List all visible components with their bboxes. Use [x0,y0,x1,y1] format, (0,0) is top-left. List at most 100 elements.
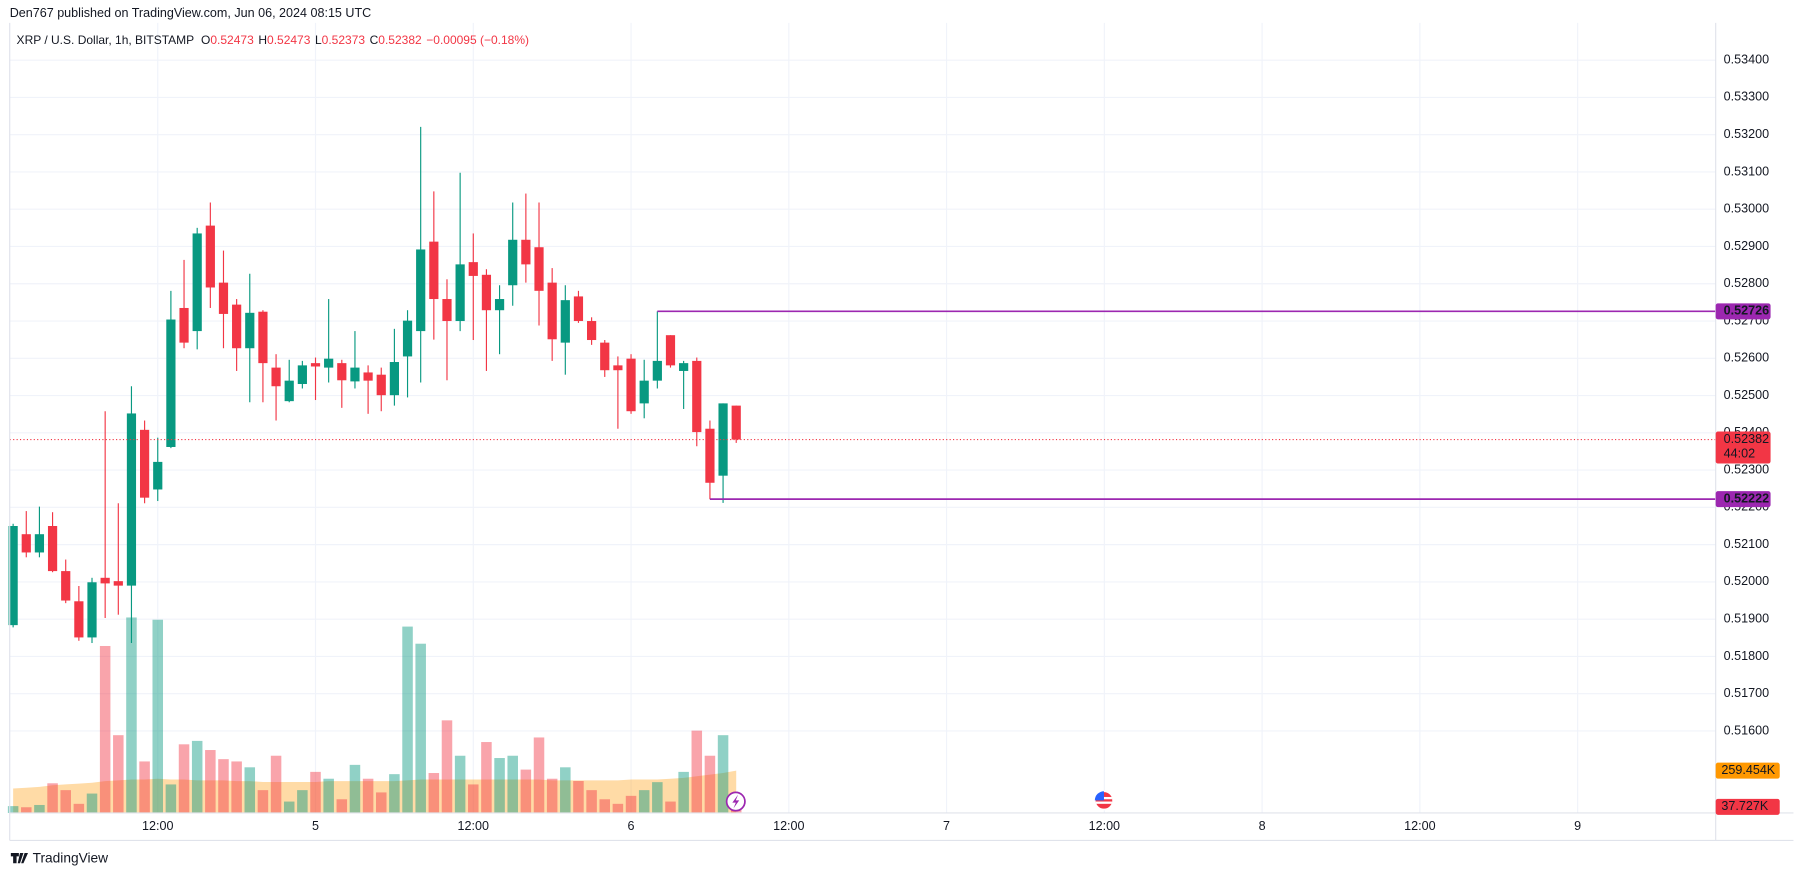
legend-value: 0.52473 [267,33,311,47]
candle-body [337,363,347,381]
candle-body [665,335,676,366]
volume-bar [349,764,361,813]
candle-body [47,525,58,572]
volume-bar [678,771,689,813]
volume-bar [560,767,571,813]
level-label: 0.52222 [1724,491,1769,505]
candle-body [74,601,84,638]
volume-bar [257,790,269,813]
candle-body [350,367,360,382]
candle-body [626,358,636,412]
x-tick-label: 12:00 [1089,819,1120,833]
candle-body [126,413,137,586]
x-tick-label: 9 [1574,819,1581,833]
y-tick-label: 0.52100 [1724,537,1769,551]
candle-body [21,534,31,553]
candle-body [324,358,334,368]
legend-value: 0.52382 [378,33,422,47]
volume-bar [665,801,676,813]
x-tick-label: 8 [1259,819,1266,833]
candle-body [389,362,399,396]
legend-key: H [258,33,267,47]
volume-bar [415,643,426,813]
volume-bar [362,778,374,813]
candle-body [376,374,386,396]
volume-label-box [1715,798,1780,815]
volume-label: 37.727K [1721,799,1768,813]
volume-label-box [1715,762,1780,779]
y-tick-label: 0.52300 [1724,462,1769,476]
volume-bar [507,755,518,813]
level-label: 0.52726 [1724,304,1769,318]
legend-key: C [370,33,379,47]
candle-body [297,365,307,385]
legend-key: O [201,33,210,47]
volume-label: 259.454K [1721,763,1775,777]
volume-bar [126,617,137,813]
candle-body [560,300,570,343]
candle-body [100,577,110,584]
candle-body [271,367,281,387]
candle-body [258,311,268,364]
volume-bar [441,720,453,813]
candle-body [245,312,255,349]
volume-bar [323,778,334,813]
volume-bar [205,750,216,813]
candle-body [402,320,413,357]
candle-body [494,299,505,311]
x-tick-label: 12:00 [773,819,804,833]
volume-bar [389,774,400,813]
volume-bar [717,735,729,813]
volume-bar [231,761,242,813]
volume-ma-area [13,770,737,813]
volume-bar [244,767,256,813]
volume-bar [599,799,611,813]
brand: TradingView [10,850,108,865]
candle-body [363,372,373,381]
y-tick-label: 0.53300 [1724,90,1769,104]
volume-bar [139,761,150,813]
candle-body [179,307,189,343]
y-tick-label: 0.52500 [1724,388,1769,402]
candle-body [547,282,557,340]
candle-body [508,239,518,286]
grid [9,22,1716,813]
candle-body [416,249,426,332]
candle-body [34,534,45,553]
volume-bar [468,784,479,813]
volume-bar [625,795,637,813]
volume-bar [73,803,85,813]
candle-body [468,262,478,276]
candle-body [139,429,150,498]
volume-bar [454,755,466,813]
volume-bar [165,784,177,813]
volume-bar [533,737,545,813]
volume-bar [704,755,716,813]
volume-bar [652,782,663,813]
y-tick-label: 0.51600 [1724,723,1769,737]
candle-body [192,233,202,332]
candle-body [613,365,623,371]
candle-body [718,403,728,476]
volume-bar [375,792,387,813]
volume-bar [638,790,650,813]
candle-body [87,582,97,638]
volume-bar [573,781,584,813]
legend-change: −0.00095 (−0.18%) [426,33,529,47]
candle-body [521,239,531,265]
x-tick-label: 5 [312,819,319,833]
published-note: Den767 published on TradingView.com, Jun… [10,6,372,20]
candle-body [639,380,649,404]
x-tick-label: 12:00 [1404,819,1435,833]
last-price-box [1715,431,1771,464]
volume-bar [99,645,111,813]
candle-body [481,274,492,311]
y-tick-label: 0.52600 [1724,351,1769,365]
candle-body [692,360,702,433]
volume-bar [34,804,45,813]
volume-bar [336,799,348,813]
x-tick-label: 7 [943,819,950,833]
candle-body [534,247,544,291]
